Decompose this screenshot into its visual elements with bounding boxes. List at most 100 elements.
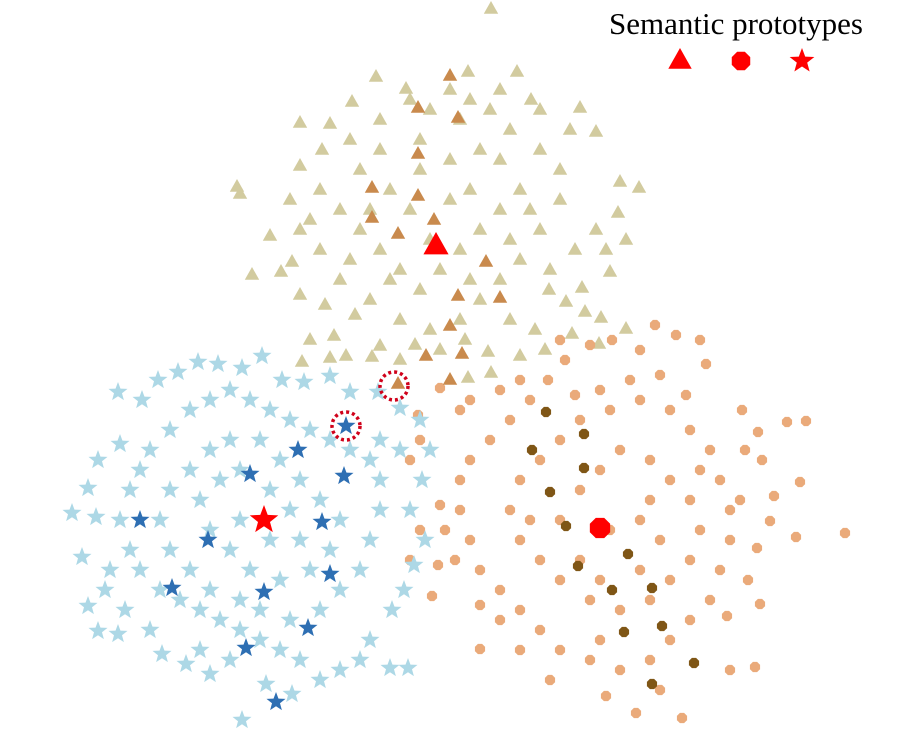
- triangle-background-cluster-point: [480, 344, 496, 357]
- star-background-cluster-point: [88, 621, 108, 640]
- star-background-cluster-point: [208, 354, 228, 373]
- triangle-background-cluster-point: [442, 152, 458, 165]
- star-background-cluster-point: [252, 346, 272, 365]
- octagon-background-cluster-point: [494, 384, 506, 396]
- star-background-cluster-point: [320, 366, 340, 385]
- triangle-background-cluster-point: [598, 242, 614, 255]
- data-points: [62, 1, 851, 729]
- octagon-background-cluster-point: [630, 707, 642, 719]
- legend-star-marker: [789, 48, 815, 72]
- octagon-background-cluster-point: [704, 594, 716, 606]
- star-background-cluster-point: [340, 440, 360, 459]
- octagon-background-cluster-point: [734, 494, 746, 506]
- triangle-background-cluster-point: [631, 180, 647, 193]
- star-background-cluster-point: [86, 507, 106, 526]
- octagon-background-cluster-point: [781, 416, 793, 428]
- star-background-cluster-point: [340, 382, 360, 401]
- star-background-cluster-point: [230, 510, 250, 529]
- triangle-highlight-point: [450, 288, 466, 301]
- triangle-background-cluster-point: [368, 69, 384, 82]
- star-highlight-point: [288, 440, 308, 459]
- star-background-cluster-point: [108, 624, 128, 643]
- triangle-background-cluster-point: [552, 192, 568, 205]
- octagon-background-cluster-point: [634, 344, 646, 356]
- triangle-background-cluster-point: [588, 222, 604, 235]
- octagon-background-cluster-point: [614, 604, 626, 616]
- octagon-background-cluster-point: [514, 374, 526, 386]
- star-background-cluster-point: [310, 490, 330, 509]
- triangle-background-cluster-point: [452, 242, 468, 255]
- octagon-highlight-point: [688, 657, 700, 669]
- octagon-background-cluster-point: [514, 644, 526, 656]
- star-background-cluster-point: [350, 650, 370, 669]
- triangle-background-cluster-point: [342, 132, 358, 145]
- star-background-cluster-point: [78, 596, 98, 615]
- star-background-cluster-point: [200, 440, 220, 459]
- star-background-cluster-point: [160, 540, 180, 559]
- octagon-background-cluster-point: [554, 574, 566, 586]
- triangle-background-cluster-point: [552, 162, 568, 175]
- star-background-cluster-point: [250, 630, 270, 649]
- star-background-cluster-point: [260, 480, 280, 499]
- triangle-background-cluster-point: [344, 94, 360, 107]
- triangle-background-cluster-point: [362, 202, 378, 215]
- triangle-background-cluster-point: [577, 304, 593, 317]
- octagon-background-cluster-point: [839, 527, 851, 539]
- triangle-background-cluster-point: [292, 158, 308, 171]
- star-background-cluster-point: [188, 352, 208, 371]
- star-highlight-point: [312, 512, 332, 531]
- octagon-background-cluster-point: [414, 524, 426, 536]
- star-background-cluster-point: [398, 658, 418, 677]
- octagon-background-cluster-point: [754, 598, 766, 610]
- triangle-background-cluster-point: [232, 186, 248, 199]
- star-background-cluster-point: [148, 370, 168, 389]
- triangle-background-cluster-point: [509, 64, 525, 77]
- octagon-highlight-point: [540, 406, 552, 418]
- octagon-background-cluster-point: [634, 514, 646, 526]
- star-highlight-point: [162, 578, 182, 597]
- octagon-highlight-point: [526, 444, 538, 456]
- triangle-highlight-point: [418, 348, 434, 361]
- octagon-background-cluster-point: [559, 354, 571, 366]
- octagon-highlight-point: [618, 626, 630, 638]
- star-background-cluster-point: [120, 480, 140, 499]
- triangle-background-cluster-point: [332, 202, 348, 215]
- triangle-background-cluster-point: [262, 228, 278, 241]
- star-background-cluster-point: [240, 560, 260, 579]
- star-highlight-point: [320, 564, 340, 583]
- star-background-cluster-point: [100, 560, 120, 579]
- triangle-background-cluster-point: [457, 332, 473, 345]
- triangle-background-cluster-point: [492, 82, 508, 95]
- star-background-cluster-point: [230, 460, 250, 479]
- star-background-cluster-point: [410, 410, 430, 429]
- octagon-background-cluster-point: [644, 594, 656, 606]
- octagon-background-cluster-point: [790, 531, 802, 543]
- star-background-cluster-point: [270, 450, 290, 469]
- star-background-cluster-point: [415, 530, 435, 549]
- octagon-background-cluster-point: [534, 454, 546, 466]
- triangle-background-cluster-point: [522, 202, 538, 215]
- octagon-background-cluster-point: [654, 369, 666, 381]
- triangle-background-cluster-point: [407, 337, 423, 350]
- octagon-background-cluster-point: [454, 474, 466, 486]
- octagon-background-cluster-point: [742, 574, 754, 586]
- octagon-background-cluster-point: [574, 414, 586, 426]
- star-highlight-point: [266, 692, 286, 711]
- octagon-background-cluster-point: [680, 389, 692, 401]
- octagon-background-cluster-point: [432, 559, 444, 571]
- star-background-cluster-point: [110, 510, 130, 529]
- triangle-background-cluster-point: [462, 182, 478, 195]
- triangle-background-cluster-point: [541, 282, 557, 295]
- octagon-background-cluster-point: [449, 554, 461, 566]
- triangle-background-cluster-point: [314, 142, 330, 155]
- octagon-background-cluster-point: [664, 404, 676, 416]
- star-background-cluster-point: [88, 450, 108, 469]
- octagon-background-cluster-point: [624, 374, 636, 386]
- triangle-background-cluster-point: [422, 102, 438, 115]
- star-background-cluster-point: [130, 460, 150, 479]
- star-highlight-point: [298, 618, 318, 637]
- triangle-background-cluster-point: [523, 92, 539, 105]
- triangle-prototype-point: [423, 232, 449, 255]
- triangle-background-cluster-point: [292, 287, 308, 300]
- star-background-cluster-point: [140, 620, 160, 639]
